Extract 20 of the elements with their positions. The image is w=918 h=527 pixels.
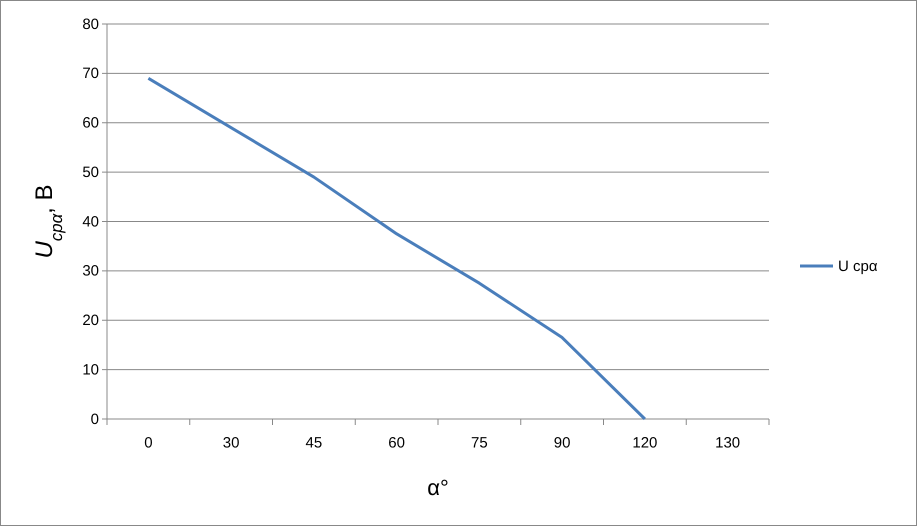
x-tick-label: 90 bbox=[554, 434, 570, 452]
y-tick-label: 0 bbox=[90, 410, 99, 428]
legend-label: U cpα bbox=[838, 258, 878, 275]
x-tick-label: 75 bbox=[471, 434, 488, 452]
y-tick-label: 30 bbox=[82, 262, 99, 280]
x-tick-label: 120 bbox=[632, 434, 658, 452]
x-tick-label: 0 bbox=[144, 434, 153, 452]
x-tick-label: 60 bbox=[388, 434, 405, 452]
x-tick-label: 45 bbox=[306, 434, 322, 452]
y-tick-label: 70 bbox=[82, 65, 99, 82]
x-tick-label: 130 bbox=[715, 434, 740, 452]
x-tick-label: 30 bbox=[222, 434, 240, 452]
y-tick-label: 80 bbox=[82, 16, 99, 33]
x-axis-title: α° bbox=[427, 475, 449, 500]
y-tick-label: 60 bbox=[82, 114, 99, 132]
y-tick-label: 50 bbox=[82, 164, 99, 181]
line-series bbox=[146, 76, 646, 420]
y-tick-label: 40 bbox=[82, 213, 99, 230]
y-tick-label: 20 bbox=[82, 312, 99, 330]
y-tick-label: 10 bbox=[82, 361, 99, 378]
